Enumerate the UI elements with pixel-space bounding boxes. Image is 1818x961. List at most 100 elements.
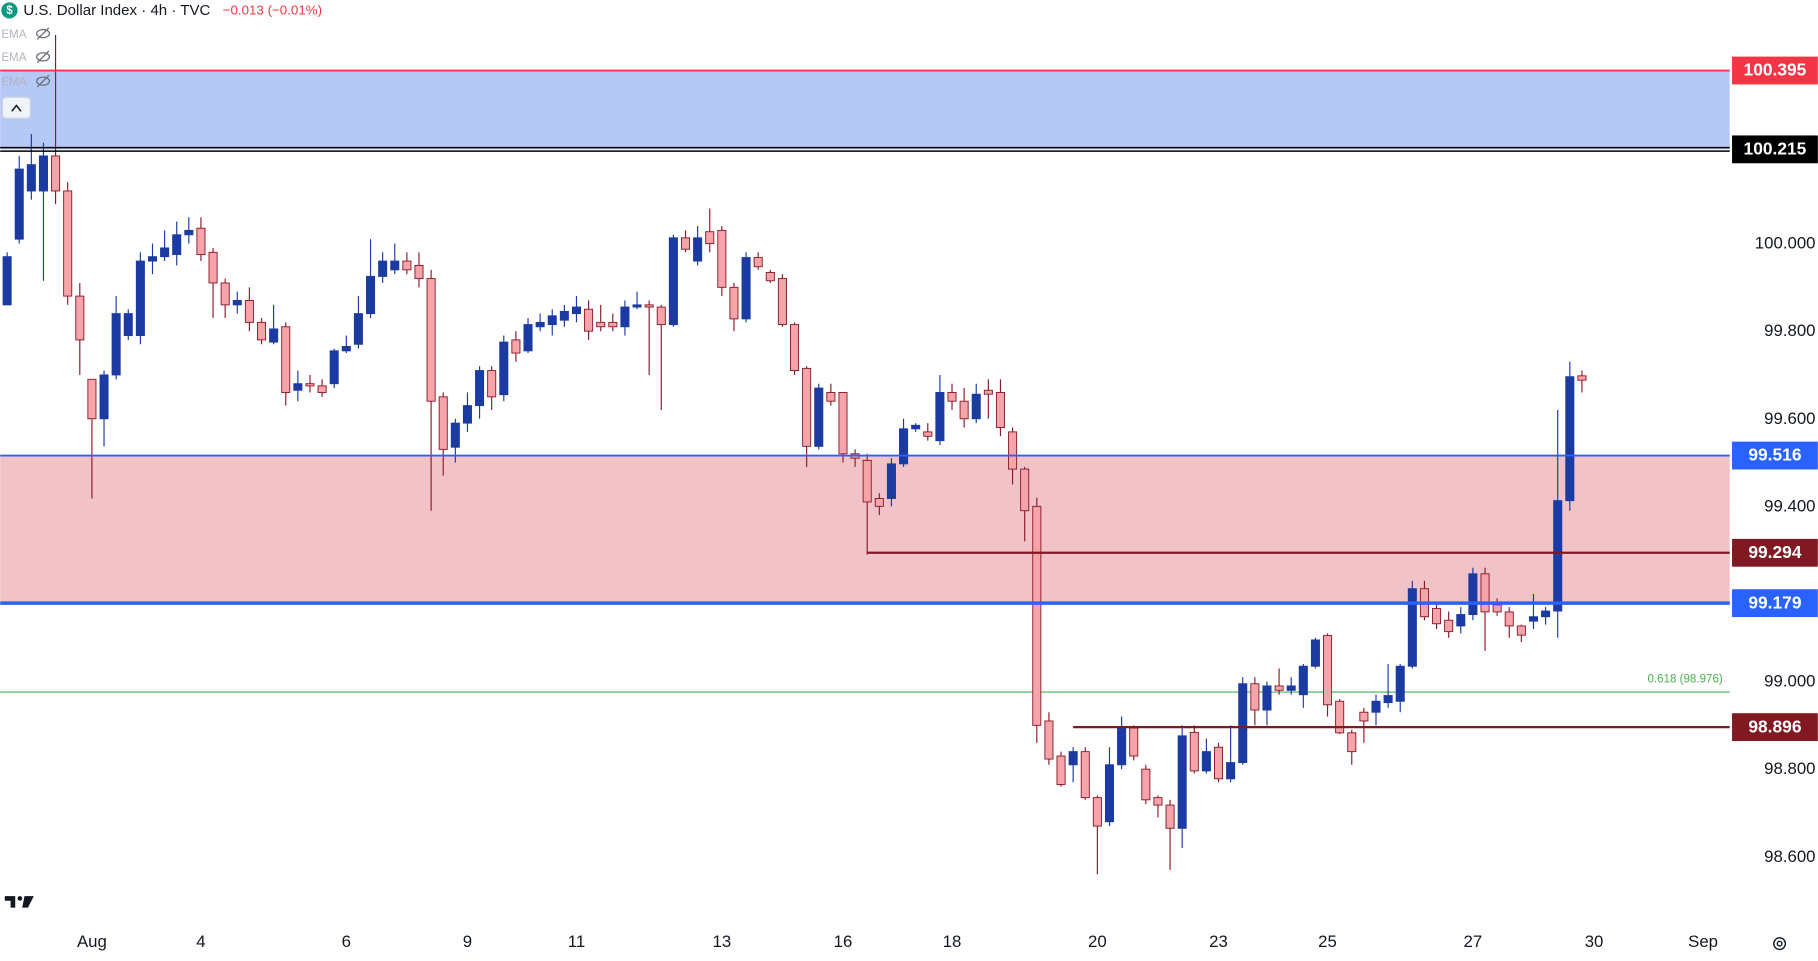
candle-body: [1456, 614, 1466, 627]
price-label: 100.395: [1744, 60, 1807, 80]
candle-body: [487, 370, 497, 398]
candle-body: [886, 463, 896, 499]
candle-body: [293, 383, 303, 391]
candle-body: [535, 321, 545, 328]
candle-body: [1371, 700, 1381, 713]
candle-body: [1553, 500, 1563, 612]
price-label: 99.179: [1748, 592, 1801, 612]
candle-body: [838, 391, 848, 455]
candle-body: [1565, 376, 1575, 502]
candle-body: [220, 282, 230, 306]
price-label-box: [1732, 538, 1818, 567]
candle-body: [366, 275, 376, 315]
candle-body: [390, 260, 400, 271]
candle-body: [426, 278, 436, 402]
candle-body: [184, 229, 194, 236]
candle-body: [1492, 604, 1502, 613]
candle-body: [1213, 746, 1224, 780]
candle-body: [1008, 431, 1018, 470]
x-tick-label: 16: [834, 932, 853, 951]
candle-body: [1092, 797, 1102, 827]
candle-body: [680, 237, 691, 250]
candle-body: [1516, 625, 1526, 636]
candle-body: [499, 341, 509, 396]
candle-body: [1226, 762, 1236, 780]
candle-body: [172, 234, 182, 255]
candle-body: [959, 400, 969, 420]
candle-body: [753, 257, 763, 268]
price-label-box: [1732, 135, 1818, 164]
candle-body: [705, 231, 715, 245]
x-tick-label: Sep: [1688, 932, 1718, 951]
candle-body: [559, 310, 569, 321]
y-tick-label: 99.400: [1764, 496, 1815, 515]
candle-body: [1383, 695, 1393, 704]
candle-body: [911, 424, 921, 430]
candle-body: [1104, 764, 1115, 823]
price-label-box: [1732, 441, 1818, 470]
candle-body: [1335, 700, 1345, 734]
zone: [0, 70, 1730, 150]
candle-body: [1298, 665, 1308, 696]
collapse-button[interactable]: [1, 96, 31, 119]
candle-body: [1238, 683, 1248, 764]
candle-body: [1395, 665, 1405, 702]
candle-body: [717, 229, 727, 288]
symbol-logo: [1, 2, 18, 19]
candle-body: [256, 321, 267, 341]
candle-body: [1528, 616, 1538, 622]
candle-body: [147, 256, 158, 262]
price-label-box: [1732, 589, 1818, 618]
x-tick-label: Aug: [77, 932, 107, 951]
candle-body: [75, 295, 85, 341]
candle-body: [620, 306, 630, 328]
x-tick-label: 30: [1585, 932, 1604, 951]
price-label: 100.215: [1744, 139, 1807, 159]
candle-body: [656, 306, 666, 326]
candle-body: [1262, 685, 1272, 711]
candle-body: [317, 385, 327, 393]
candle-body: [353, 313, 363, 345]
y-tick-label: 98.800: [1764, 759, 1815, 778]
candle-body: [923, 431, 933, 437]
candle-body: [1020, 468, 1030, 512]
candle-body: [1044, 720, 1054, 760]
candle-body: [1141, 768, 1151, 801]
candle-body: [269, 328, 279, 343]
candle-body: [402, 260, 412, 271]
candle-body: [1444, 619, 1454, 633]
candle-body: [329, 350, 339, 385]
candle-body: [1541, 610, 1551, 618]
candle-body: [1080, 751, 1090, 799]
candle-body: [305, 383, 315, 387]
y-tick-label: 99.600: [1764, 409, 1815, 428]
candle-body: [51, 155, 61, 192]
candle-body: [281, 326, 291, 393]
hidden-eye-icons[interactable]: [36, 27, 51, 88]
candle-body: [99, 374, 109, 420]
y-tick-label: 100.000: [1755, 234, 1816, 253]
candle-body: [38, 155, 48, 192]
candle-body: [475, 370, 485, 407]
candle-body: [983, 389, 993, 395]
candle-body: [244, 300, 254, 323]
candle-body: [1480, 573, 1490, 613]
candle-body: [63, 190, 73, 297]
candle-body: [1323, 635, 1333, 706]
candle-body: [26, 164, 36, 192]
candle-body: [438, 396, 448, 450]
candle-body: [1468, 573, 1478, 616]
candle-body: [826, 391, 836, 402]
candle-body: [1068, 751, 1078, 766]
overlay: $ U.S. Dollar Index · 4h · TVC −0.013 (−…: [1, 2, 1787, 951]
x-tick-label: 11: [568, 932, 585, 951]
settings-icon[interactable]: [1773, 937, 1787, 951]
candle-body: [862, 459, 872, 503]
candle-body: [693, 237, 703, 262]
x-tick-label: 25: [1318, 932, 1337, 951]
candle-body: [1032, 505, 1042, 726]
candle-body: [632, 304, 642, 308]
candle-body: [1153, 797, 1163, 806]
